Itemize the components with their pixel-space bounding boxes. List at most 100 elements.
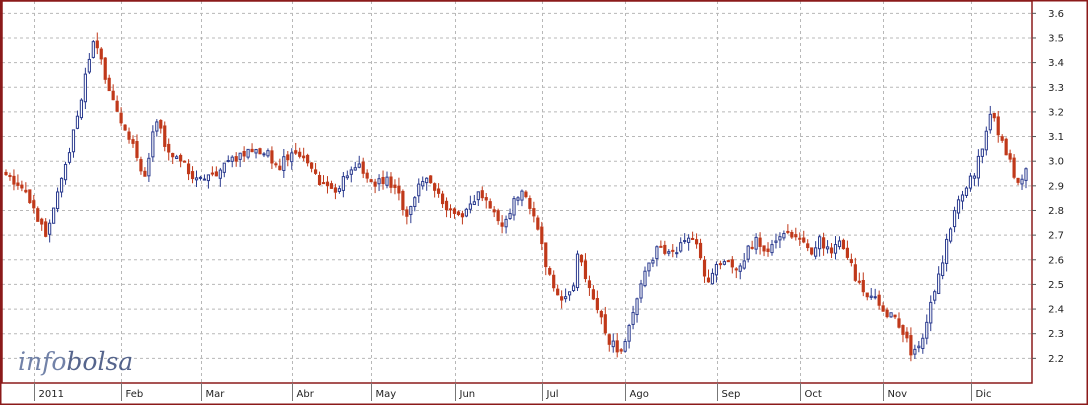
candle-body-down — [373, 181, 377, 187]
candle-body-up — [290, 152, 294, 163]
candle-body-up — [968, 175, 973, 189]
candle-body-down — [579, 254, 584, 263]
candle-body-up — [282, 156, 286, 171]
candle-body-down — [452, 208, 457, 214]
candle-body-down — [885, 309, 889, 318]
watermark-suffix: bolsa — [66, 347, 133, 376]
x-tick-label: Feb — [126, 389, 144, 400]
candle-body-up — [230, 156, 234, 162]
candle-body-down — [802, 237, 806, 243]
candle-body-up — [833, 244, 838, 254]
candle-body-down — [849, 259, 853, 264]
candle-body-up — [948, 228, 953, 242]
candle-body-down — [762, 245, 766, 252]
candle-body-up — [675, 252, 679, 255]
candle-body-up — [921, 337, 925, 349]
candle-body-down — [294, 150, 298, 154]
candle-body-down — [321, 182, 326, 185]
y-tick-label: 3.5 — [1048, 33, 1064, 44]
candle-body-down — [103, 57, 107, 80]
candle-body-up — [818, 236, 822, 250]
candle-body-down — [599, 310, 603, 318]
candle-body-down — [242, 150, 246, 157]
candle-body-down — [524, 191, 528, 198]
candle-body-down — [540, 226, 544, 245]
candle-body-down — [143, 170, 147, 177]
candle-body-up — [964, 187, 969, 196]
candle-body-up — [687, 237, 691, 243]
candle-body-down — [361, 161, 365, 174]
x-axis: 2011 Feb Mar Abr May Jun Jul Ago Sep Oct Nov Dic — [34, 383, 992, 401]
candle-body-down — [12, 175, 16, 185]
candle-body-up — [63, 163, 68, 181]
candle-body-down — [111, 90, 115, 101]
candle-body-up — [476, 191, 480, 201]
candle-body-up — [222, 162, 226, 173]
candle-body-up — [683, 240, 687, 243]
candle-body-down — [758, 237, 762, 247]
candle-body-up — [1020, 178, 1024, 185]
candle-body-down — [901, 325, 905, 335]
candle-body-up — [567, 291, 572, 296]
candle-body-down — [365, 172, 369, 179]
candle-body-down — [659, 245, 663, 248]
candle-body-up — [151, 131, 155, 158]
candle-body-up — [226, 160, 230, 163]
candle-body-down — [210, 172, 214, 175]
candle-body-down — [1016, 177, 1020, 183]
candle-body-up — [655, 246, 659, 260]
candle-body-down — [798, 237, 802, 240]
candle-body-up — [647, 262, 651, 272]
candle-body-down — [810, 247, 814, 255]
candle-body-down — [32, 200, 36, 209]
candle-body-down — [20, 184, 24, 189]
candle-body-up — [87, 58, 91, 73]
candle-body-up — [349, 169, 353, 175]
candle-body-down — [865, 292, 869, 298]
candle-body-up — [377, 178, 381, 185]
candle-body-up — [254, 148, 258, 154]
candle-body-up — [873, 296, 877, 299]
candle-body-up — [520, 190, 524, 201]
candle-body-up — [67, 152, 72, 163]
candle-body-up — [738, 265, 742, 272]
candle-body-up — [869, 295, 873, 298]
candle-body-up — [837, 240, 842, 248]
candle-body-down — [24, 189, 28, 193]
candle-body-up — [976, 155, 980, 179]
x-tick-label: Jul — [546, 389, 559, 400]
candle-body-down — [909, 335, 913, 356]
candle-body-down — [298, 151, 302, 157]
candle-body-down — [671, 249, 675, 252]
candle-body-down — [552, 274, 556, 289]
candle-body-down — [1004, 138, 1008, 156]
x-tick-label: Dic — [976, 389, 992, 400]
candle-body-up — [508, 212, 512, 220]
candle-body-down — [448, 208, 453, 211]
candle-body-up — [825, 246, 830, 250]
candle-body-down — [429, 175, 433, 184]
candle-body-down — [190, 171, 195, 180]
candle-body-up — [929, 301, 933, 324]
candle-body-down — [790, 231, 794, 238]
candle-body-down — [333, 187, 338, 193]
candle-body-up — [206, 174, 211, 182]
candle-body-down — [853, 264, 857, 281]
candle-body-down — [302, 155, 306, 159]
candle-body-up — [202, 178, 207, 181]
candle-body-down — [393, 184, 397, 188]
candle-body-up — [71, 129, 76, 153]
watermark-prefix: info — [18, 347, 66, 376]
candle-body-up — [155, 121, 159, 132]
candle-body-up — [468, 203, 472, 210]
candle-body-up — [516, 197, 520, 201]
candle-body-up — [643, 270, 647, 287]
candle-body-up — [774, 240, 778, 243]
candle-body-down — [905, 331, 909, 339]
candle-body-up — [722, 261, 726, 265]
candle-body-down — [183, 160, 187, 163]
candle-body-up — [91, 41, 95, 58]
candle-body-up — [512, 198, 516, 216]
